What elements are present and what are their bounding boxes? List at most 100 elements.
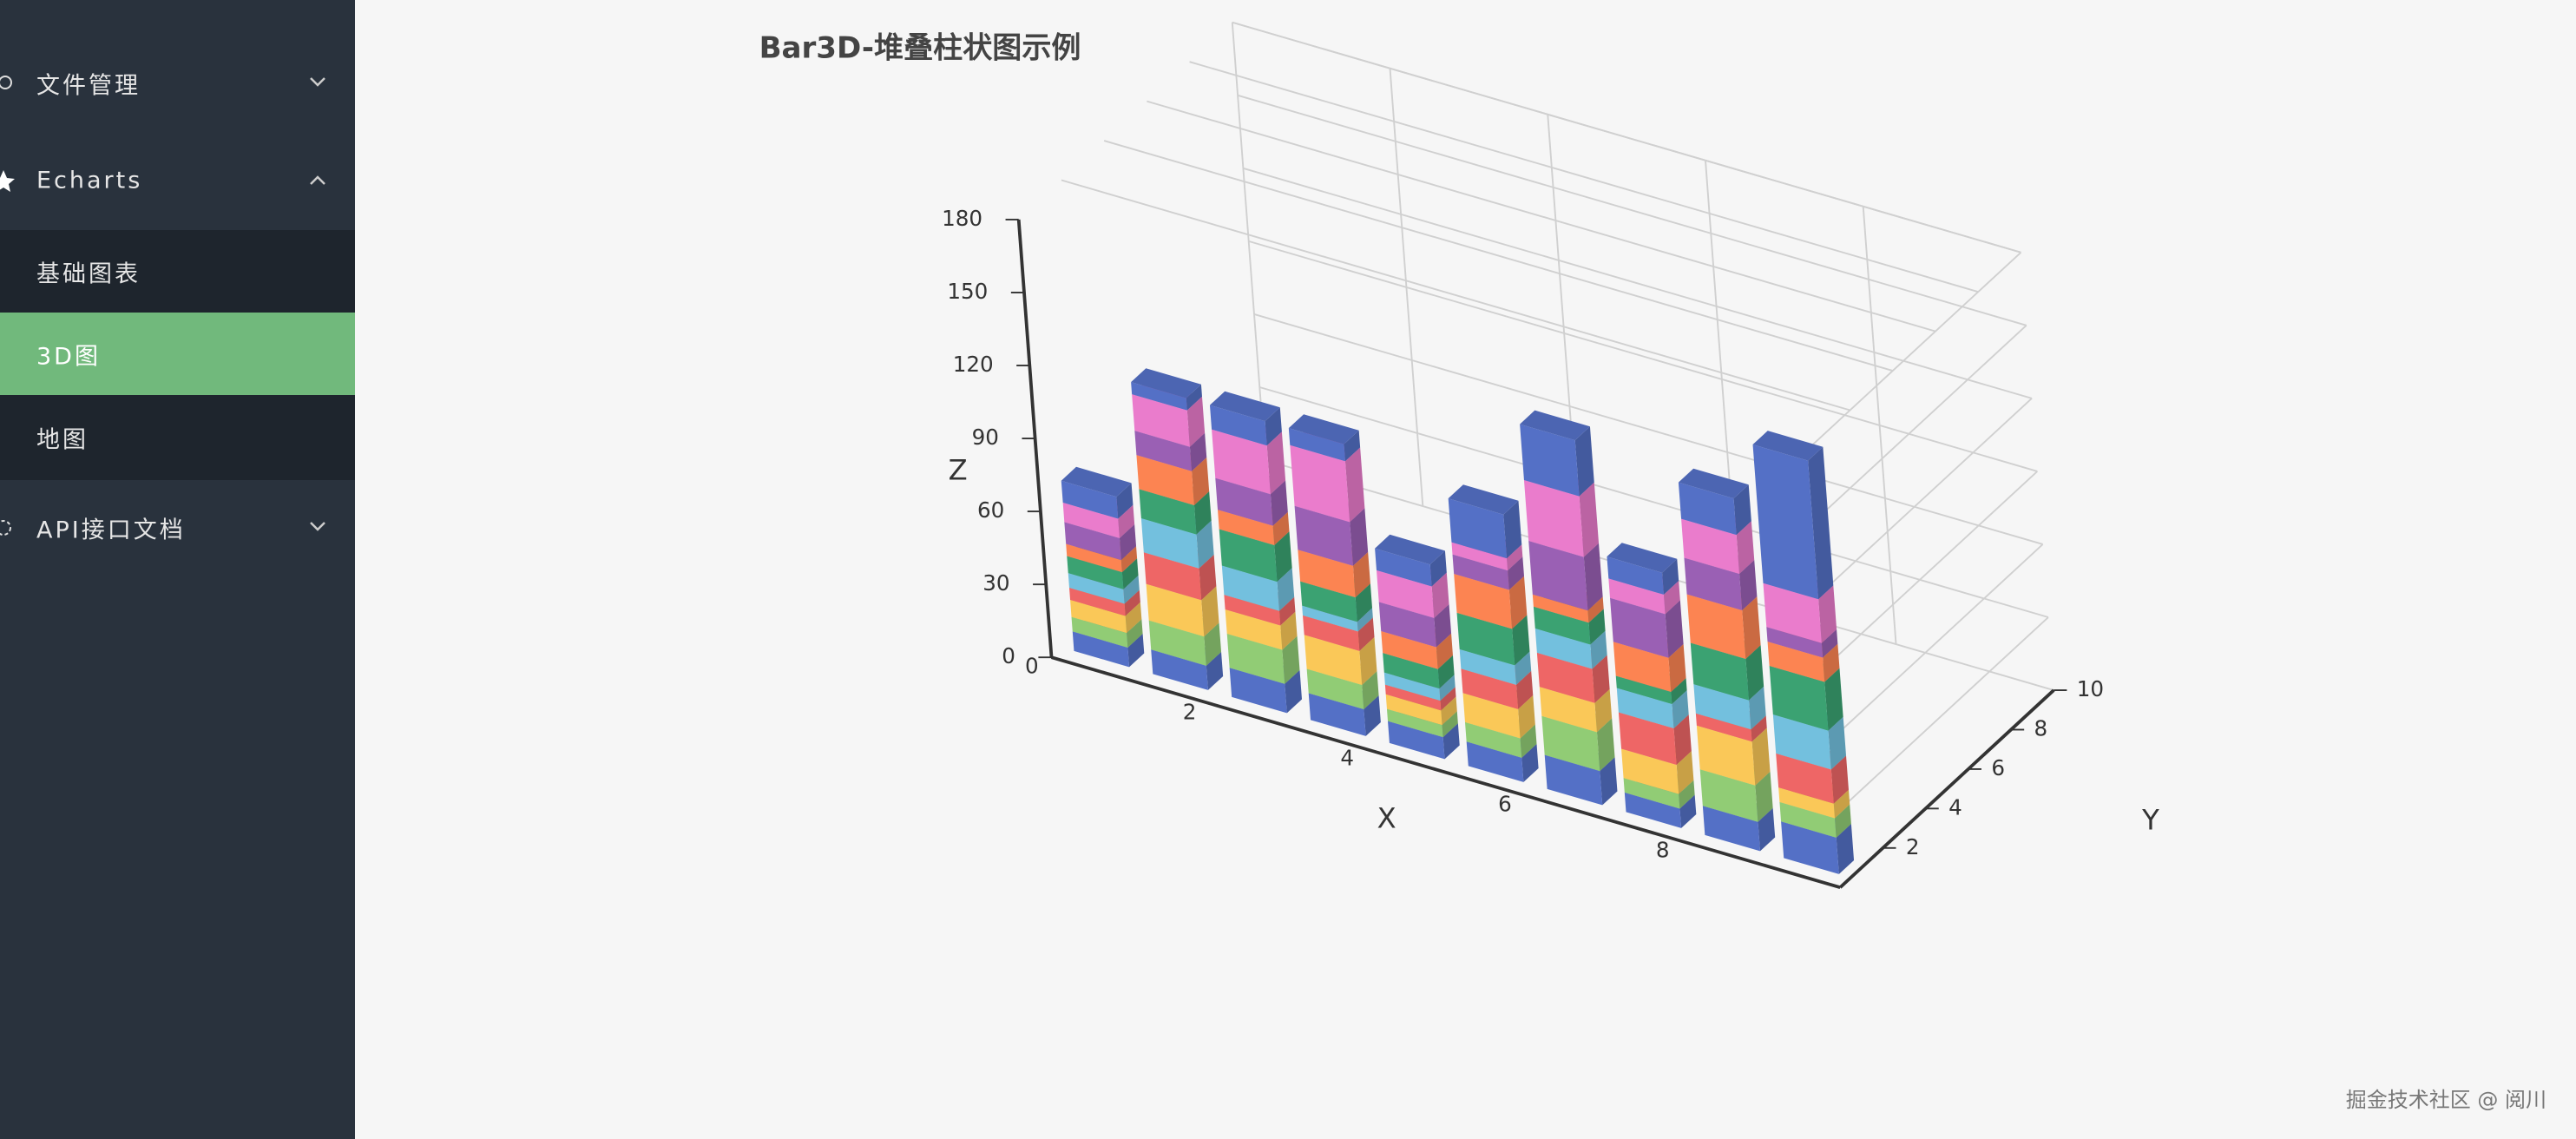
bar-side xyxy=(1199,554,1217,601)
grid-line xyxy=(1811,325,2027,523)
z-tick-label: 90 xyxy=(972,425,999,450)
bar-top xyxy=(1520,410,1590,441)
bar-side xyxy=(1600,757,1618,806)
bar-front xyxy=(1304,635,1363,686)
bar-side xyxy=(1512,615,1530,666)
bar-front xyxy=(1225,609,1283,650)
bar-front xyxy=(1384,684,1442,711)
bar-front xyxy=(1386,708,1443,738)
bar-front xyxy=(1209,405,1267,446)
bar-front xyxy=(1779,801,1837,838)
bar-front xyxy=(1616,688,1674,729)
bar-side xyxy=(1520,724,1537,758)
z-axis xyxy=(1016,219,1054,658)
bar-top xyxy=(1448,484,1519,515)
grid-line xyxy=(1806,252,2022,451)
submenu-item[interactable]: 基础图表 xyxy=(0,230,355,313)
bar-front xyxy=(1767,641,1825,682)
bar-front xyxy=(1686,594,1746,660)
bar-front xyxy=(1136,455,1194,505)
bar-front xyxy=(1388,721,1445,760)
menu-label: 3D图 xyxy=(36,343,101,370)
bar-segment xyxy=(1061,466,1134,519)
bar-side xyxy=(1357,608,1373,632)
menu-api[interactable]: API接口文档 xyxy=(0,486,355,569)
bar-front xyxy=(1461,668,1519,709)
bar-front xyxy=(1448,498,1508,559)
bar-side xyxy=(1270,480,1288,526)
bar-front xyxy=(1699,769,1758,822)
chart-title: Bar3D-堆叠柱状图示例 xyxy=(759,30,1081,65)
bar-segment xyxy=(1448,484,1522,559)
bar-front xyxy=(1221,565,1279,611)
bar-front xyxy=(1752,444,1819,600)
bar-side xyxy=(1272,511,1290,546)
bar-side xyxy=(1755,771,1773,822)
bar-front xyxy=(1684,557,1743,611)
bar-side xyxy=(1818,585,1837,643)
menu-file[interactable]: 文件管理 xyxy=(0,42,355,124)
bar-front xyxy=(1219,529,1278,583)
grid-line xyxy=(1253,313,2043,545)
submenu-item[interactable]: 地图 xyxy=(0,395,355,480)
bar-side xyxy=(1515,651,1532,685)
y-axis-label: Y xyxy=(2141,804,2159,837)
bar-side xyxy=(1745,645,1764,701)
bar-front xyxy=(1536,652,1595,703)
bar-side xyxy=(1206,651,1224,690)
bar-side xyxy=(1824,668,1843,731)
bar-side xyxy=(1507,544,1523,571)
bar-top xyxy=(1752,431,1824,461)
x-axis-label: X xyxy=(1377,802,1396,835)
watermark: 掘金技术社区 @ 阅川 xyxy=(2345,1088,2546,1112)
bar-side xyxy=(1751,728,1771,786)
bar-side xyxy=(1579,482,1600,557)
grid-line xyxy=(1147,100,1936,332)
grid-line xyxy=(1103,140,1894,372)
sidebar: 文件管理 Echarts 基础图表 3D图 地图 API接口文档 xyxy=(0,0,355,1139)
z-tick-label: 180 xyxy=(942,206,982,231)
bar-side xyxy=(1186,396,1206,447)
bar-side xyxy=(1357,617,1375,651)
grid-line xyxy=(1828,543,2044,742)
bar-side xyxy=(1587,596,1604,623)
bar-side xyxy=(1518,695,1535,739)
x-tick-label: 2 xyxy=(1183,700,1197,725)
bar-front xyxy=(1383,653,1440,689)
x-tick-label: 4 xyxy=(1340,746,1354,771)
bar-side xyxy=(1189,432,1207,471)
bar-front xyxy=(1143,552,1202,601)
bar-front xyxy=(1778,787,1836,819)
bar-front xyxy=(1215,477,1273,526)
bar-side xyxy=(1440,687,1456,711)
bar-segment xyxy=(1607,543,1679,595)
z-axis-label: Z xyxy=(949,453,968,486)
bar-side xyxy=(1833,789,1850,819)
bar-side xyxy=(1344,447,1365,523)
bar-side xyxy=(1758,807,1776,852)
bar-front xyxy=(1523,480,1584,557)
bar-front xyxy=(1615,675,1672,704)
submenu-item-active[interactable]: 3D图 xyxy=(0,313,355,395)
bar-side xyxy=(1439,675,1456,701)
bar-side xyxy=(1521,743,1539,782)
bar-front xyxy=(1385,694,1442,726)
bar-side xyxy=(1508,576,1528,629)
bar-front xyxy=(1539,687,1597,733)
bar-side xyxy=(1596,718,1615,772)
bar-front xyxy=(1532,594,1589,623)
menu-echarts[interactable]: Echarts xyxy=(0,139,355,221)
bar-front xyxy=(1702,806,1760,852)
grid-line xyxy=(1259,386,2049,618)
bar-front xyxy=(1534,628,1593,669)
menu-label: 地图 xyxy=(36,426,89,454)
bar-front xyxy=(1218,510,1275,546)
bar-side xyxy=(1742,596,1761,660)
x-axis xyxy=(1050,655,1841,890)
bar-front xyxy=(1146,583,1205,637)
bar-front xyxy=(1140,518,1199,569)
grid-line xyxy=(1823,471,2038,669)
bar-front xyxy=(1766,627,1824,658)
bar-side xyxy=(1442,711,1458,738)
bar-side xyxy=(1821,629,1838,658)
